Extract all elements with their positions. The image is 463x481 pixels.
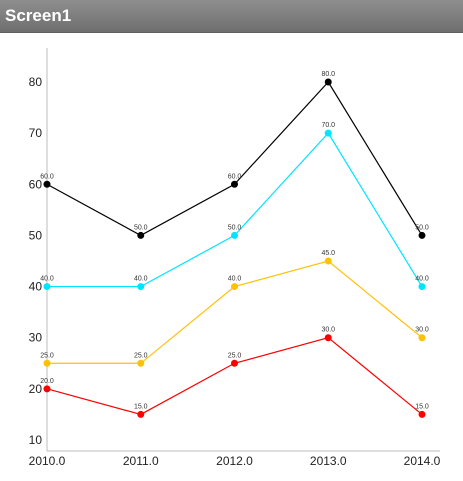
data-label: 40.0 bbox=[415, 276, 429, 283]
x-tick-label: 2010.0 bbox=[29, 454, 66, 468]
data-point bbox=[231, 359, 238, 367]
line-chart: 10 20 30 40 50 60 70 80 2010.0 2011.0 2012.0 2013.… bbox=[29, 48, 441, 468]
x-tick-label: 2011.0 bbox=[123, 454, 159, 468]
data-point bbox=[137, 359, 145, 367]
data-point bbox=[324, 129, 332, 137]
data-point bbox=[137, 231, 145, 239]
y-tick-label: 30 bbox=[29, 331, 43, 345]
data-point bbox=[418, 334, 426, 342]
series-line bbox=[46, 81, 423, 237]
screen-title: Screen1 bbox=[5, 6, 72, 25]
data-label: 60.0 bbox=[228, 173, 242, 180]
data-label: 30.0 bbox=[321, 327, 335, 334]
data-point bbox=[43, 283, 51, 291]
series-data-labels: 60.0 50.0 60.0 80.0 50.0 40.0 40.0 50.0 70.0 40.0… bbox=[40, 71, 429, 410]
data-point bbox=[418, 410, 426, 418]
data-label: 50.0 bbox=[228, 224, 242, 231]
x-tick-label: 2013.0 bbox=[310, 454, 347, 468]
data-label: 25.0 bbox=[228, 352, 242, 359]
data-label: 30.0 bbox=[415, 327, 429, 334]
data-label: 15.0 bbox=[415, 403, 429, 410]
x-tick-label: 2012.0 bbox=[216, 454, 253, 468]
data-label: 70.0 bbox=[321, 122, 335, 129]
data-point bbox=[43, 359, 51, 367]
title-bar: Screen1 bbox=[0, 0, 463, 33]
data-point bbox=[418, 231, 426, 239]
series-line bbox=[47, 132, 423, 288]
series-line bbox=[46, 337, 423, 416]
series-points bbox=[43, 78, 426, 418]
data-label: 40.0 bbox=[134, 276, 148, 283]
y-tick-labels: 10 20 30 40 50 60 70 80 bbox=[29, 75, 43, 447]
data-point bbox=[324, 78, 332, 86]
data-point bbox=[324, 334, 332, 342]
data-label: 50.0 bbox=[134, 224, 148, 231]
data-point bbox=[43, 385, 51, 393]
data-point bbox=[231, 231, 238, 239]
data-point bbox=[418, 283, 426, 291]
x-tick-labels: 2010.0 2011.0 2012.0 2013.0 2014.0 bbox=[29, 454, 441, 468]
data-label: 15.0 bbox=[134, 403, 148, 410]
data-point bbox=[231, 180, 238, 188]
data-label: 25.0 bbox=[134, 352, 148, 359]
data-point bbox=[137, 410, 145, 418]
data-label: 45.0 bbox=[321, 250, 335, 257]
data-point bbox=[43, 180, 51, 188]
data-label: 25.0 bbox=[40, 352, 54, 359]
y-tick-label: 80 bbox=[29, 75, 43, 89]
data-point bbox=[137, 283, 145, 291]
y-tick-label: 40 bbox=[29, 280, 43, 294]
x-tick-label: 2014.0 bbox=[404, 454, 441, 468]
data-label: 60.0 bbox=[40, 173, 54, 180]
y-tick-label: 50 bbox=[29, 228, 43, 242]
data-point bbox=[231, 283, 238, 291]
data-label: 20.0 bbox=[40, 378, 54, 385]
data-label: 80.0 bbox=[321, 71, 335, 78]
data-label: 40.0 bbox=[228, 276, 242, 283]
data-label: 50.0 bbox=[415, 224, 429, 231]
y-tick-label: 10 bbox=[29, 433, 43, 447]
y-tick-label: 60 bbox=[29, 177, 43, 191]
data-label: 40.0 bbox=[40, 276, 54, 283]
y-tick-label: 20 bbox=[29, 382, 43, 396]
data-point bbox=[324, 257, 332, 265]
y-tick-label: 70 bbox=[29, 126, 43, 140]
